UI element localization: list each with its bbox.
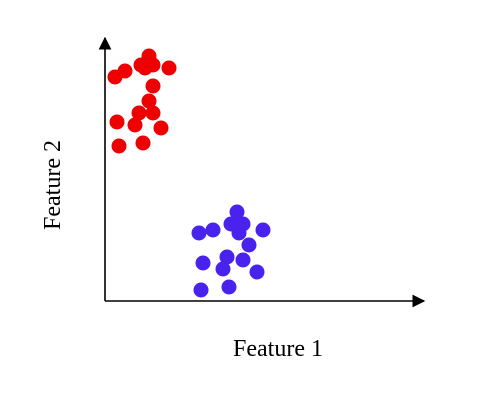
data-point-series-1-9 — [161, 60, 177, 76]
data-point-series-1-4 — [111, 138, 127, 154]
data-point-series-2-4 — [229, 204, 245, 220]
data-point-series-1-10 — [127, 117, 143, 133]
data-point-series-2-6 — [255, 222, 271, 238]
data-point-series-2-15 — [221, 279, 237, 295]
data-point-series-1-16 — [135, 135, 151, 151]
data-point-series-2-10 — [219, 249, 235, 265]
x-axis-label: Feature 1 — [233, 336, 323, 362]
y-axis-label: Feature 2 — [40, 140, 66, 230]
data-point-series-2-9 — [195, 255, 211, 271]
data-point-series-2-11 — [235, 252, 251, 268]
data-point-series-1-8 — [145, 57, 161, 73]
data-point-series-2-14 — [193, 282, 209, 298]
data-point-series-2-12 — [215, 261, 231, 277]
data-point-series-1-3 — [109, 114, 125, 130]
data-point-series-2-7 — [231, 225, 247, 241]
data-point-series-2-1 — [191, 225, 207, 241]
data-point-series-1-14 — [145, 105, 161, 121]
data-point-series-1-11 — [131, 105, 147, 121]
data-point-series-1-12 — [141, 93, 157, 109]
data-point-series-1-2 — [117, 63, 133, 79]
data-point-series-1-13 — [145, 78, 161, 94]
data-point-series-1-15 — [153, 120, 169, 136]
data-point-series-2-13 — [249, 264, 265, 280]
data-point-series-2-2 — [205, 222, 221, 238]
points-layer — [107, 48, 271, 298]
data-point-series-2-8 — [241, 237, 257, 253]
